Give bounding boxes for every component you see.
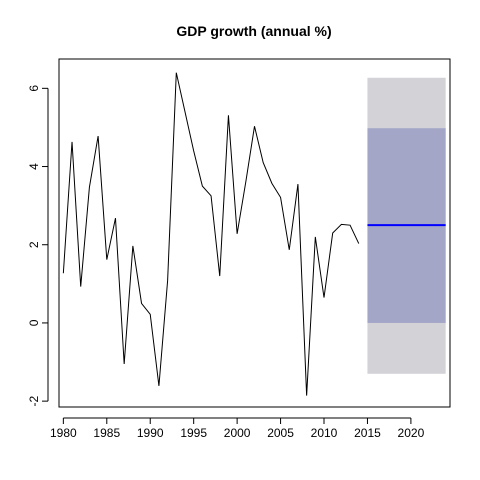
y-tick-label: 0 <box>27 319 41 326</box>
y-tick-label: -2 <box>27 395 41 406</box>
x-tick-label: 2010 <box>311 426 338 440</box>
y-tick-label: 6 <box>27 85 41 92</box>
x-tick-label: 2000 <box>224 426 251 440</box>
x-tick-label: 1980 <box>50 426 77 440</box>
x-tick-label: 1985 <box>93 426 120 440</box>
axes: 1980 1985 1990 1995 2000 2005 2010 2015 2020 -2 0 2… <box>27 85 425 440</box>
plot-border <box>58 58 451 408</box>
chart-title: GDP growth (annual %) <box>176 23 331 39</box>
x-tick-label: 1995 <box>180 426 207 440</box>
x-tick-label: 2005 <box>267 426 294 440</box>
series-line-0 <box>62 72 360 396</box>
y-tick-label: 4 <box>27 163 41 170</box>
y-tick-label: 2 <box>27 241 41 248</box>
x-tick-label: 2020 <box>398 426 425 440</box>
x-tick-label: 2015 <box>354 426 381 440</box>
series-layer <box>62 72 446 396</box>
x-tick-label: 1990 <box>137 426 164 440</box>
